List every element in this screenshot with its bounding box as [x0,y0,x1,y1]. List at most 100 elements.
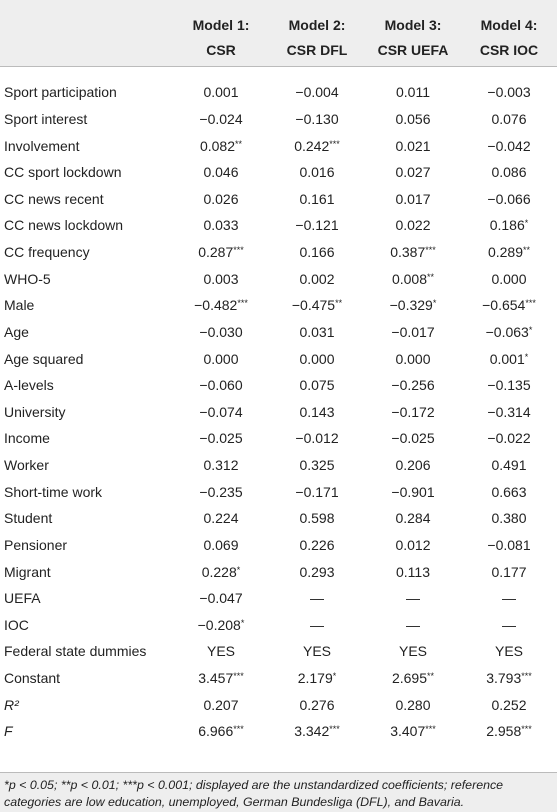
value-cell: 0.012 [395,536,431,553]
value-cell: −0.017 [391,323,435,340]
value-cell: 0.001 [203,84,239,101]
value-cell: 0.001* [489,350,529,367]
value-cell: 0.011 [396,84,430,101]
footnote: *p < 0.05; **p < 0.01; ***p < 0.001; dis… [0,772,557,812]
significance: ** [427,671,435,682]
row-label: University [4,403,66,420]
table-row: Short-time work −0.235 −0.171 −0.901 0.663 [0,478,557,505]
row-label: WHO-5 [4,270,51,287]
value-cell: 0.017 [395,190,431,207]
table-row: Migrant 0.228* 0.293 0.113 0.177 [0,558,557,585]
value-cell: −0.012 [295,430,339,447]
row-label: CC frequency [4,244,90,261]
row-label: R² [4,696,19,713]
value-cell: 0.086 [491,164,527,181]
value-cell: 0.663 [491,483,527,500]
table-row: Involvement 0.082** 0.242*** 0.021 −0.042 [0,132,557,159]
table-row: Age squared 0.000 0.000 0.000 0.001* [0,345,557,372]
value-cell: 0.075 [299,377,335,394]
value-cell: 0.000 [203,350,239,367]
value-cell: 0.056 [395,110,431,127]
value-cell: — [406,616,420,633]
value-cell: 0.143 [299,403,335,420]
table-row: CC news lockdown 0.033 −0.121 0.022 0.186* [0,212,557,239]
value-cell: YES [302,643,331,660]
value-cell: 0.003 [203,270,239,287]
value-cell: — [502,616,516,633]
value-cell: −0.901 [391,483,435,500]
value-cell: −0.025 [199,430,243,447]
value-cell: 0.033 [203,217,239,234]
value-cell: YES [494,643,523,660]
significance: *** [521,671,532,682]
value-cell: 0.206 [395,457,431,474]
model-name: CSR UEFA [377,42,449,58]
value-cell: — [310,590,324,607]
value-cell: 0.076 [491,110,527,127]
value-cell: — [310,616,324,633]
value-cell: −0.063* [485,323,533,340]
significance: *** [521,724,532,735]
table-row: Student 0.224 0.598 0.284 0.380 [0,505,557,532]
row-label: UEFA [4,590,41,607]
significance: *** [233,671,244,682]
significance: * [240,617,245,628]
significance: ** [427,271,435,282]
value-cell: 0.207 [203,696,239,713]
value-cell: −0.025 [391,430,435,447]
row-label: Pensioner [4,536,68,553]
value-cell: 0.380 [491,510,527,527]
value-cell: −0.003 [487,84,531,101]
value-cell: −0.171 [295,483,339,500]
table-row: Constant 3.457*** 2.179* 2.695** 3.793*** [0,665,557,692]
significance: * [524,218,529,229]
value-cell: 0.082** [199,137,243,154]
value-cell: −0.130 [295,110,339,127]
value-cell: 0.166 [299,244,335,261]
row-label: Income [4,430,50,447]
significance: ** [235,138,243,149]
value-cell: −0.172 [391,403,435,420]
value-cell: −0.475** [291,297,343,314]
table-row: Pensioner 0.069 0.226 0.012 −0.081 [0,532,557,559]
value-cell: 0.031 [299,323,335,340]
table-row: CC frequency 0.287*** 0.166 0.387*** 0.289** [0,239,557,266]
value-cell: 0.000 [395,350,431,367]
table-row: R² 0.207 0.276 0.280 0.252 [0,691,557,718]
significance: *** [425,724,436,735]
value-cell: −0.329* [389,297,437,314]
value-cell: −0.004 [295,84,339,101]
value-cell: −0.022 [487,430,531,447]
value-cell: 2.695** [391,670,435,687]
significance: ** [335,298,343,309]
value-cell: −0.208* [197,616,245,633]
significance: * [524,351,529,362]
value-cell: 0.287*** [198,244,244,261]
significance: *** [425,245,436,256]
value-cell: −0.314 [487,403,531,420]
value-cell: 0.161 [299,190,335,207]
value-cell: 6.966*** [198,723,244,740]
table-row: Income −0.025 −0.012 −0.025 −0.022 [0,425,557,452]
table-row: University −0.074 0.143 −0.172 −0.314 [0,399,557,426]
significance: *** [329,138,340,149]
value-cell: −0.074 [199,403,243,420]
table-row: Sport participation 0.001 −0.004 0.011 −0.00… [0,67,557,106]
table-row: Male −0.482*** −0.475** −0.329* −0.654*** [0,292,557,319]
value-cell: 0.228* [201,563,241,580]
row-label: A-levels [4,377,54,394]
value-cell: −0.066 [487,190,531,207]
value-cell: 0.289** [487,244,531,261]
value-cell: 0.022 [395,217,431,234]
model-label: Model 2: [288,17,346,33]
model-label: Model 4: [480,17,538,33]
value-cell: 0.027 [395,164,431,181]
value-cell: 0.491 [491,457,527,474]
value-cell: YES [398,643,427,660]
value-cell: 3.407*** [390,723,436,740]
table-row: WHO-5 0.003 0.002 0.008** 0.000 [0,265,557,292]
value-cell: −0.482*** [194,297,248,314]
table-row: Age −0.030 0.031 −0.017 −0.063* [0,319,557,346]
value-cell: 0.016 [299,164,335,181]
value-cell: 0.293 [299,563,335,580]
